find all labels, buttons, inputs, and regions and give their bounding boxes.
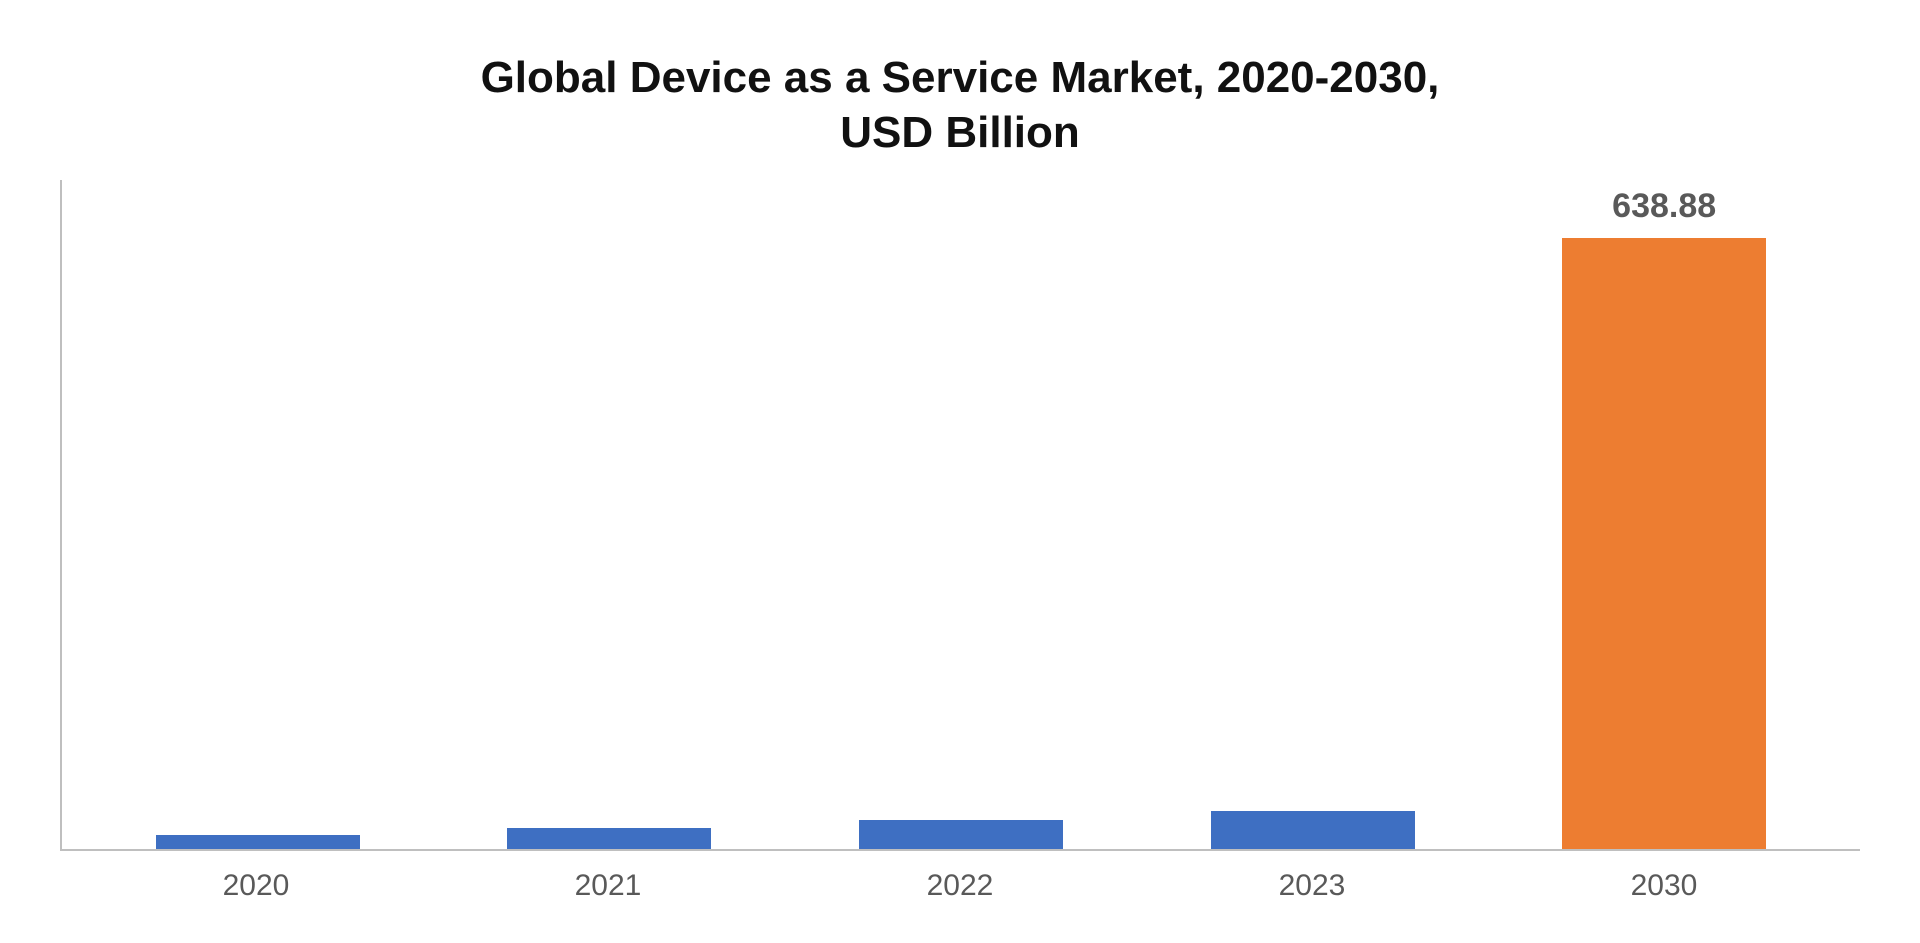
bar [1562, 238, 1766, 849]
bar-slot [785, 180, 1137, 849]
x-axis-label: 2023 [1136, 869, 1488, 903]
chart-title: Global Device as a Service Market, 2020-… [60, 50, 1860, 160]
x-axis: 20202021202220232030 [60, 851, 1860, 903]
bar-slot [1137, 180, 1489, 849]
x-axis-label: 2030 [1488, 869, 1840, 903]
bars-row: 638.88 [62, 180, 1860, 849]
x-axis-label: 2022 [784, 869, 1136, 903]
chart-title-line2: USD Billion [840, 108, 1080, 157]
bar-slot: 638.88 [1488, 180, 1840, 849]
bar-slot [82, 180, 434, 849]
plot-area: 638.88 [60, 180, 1860, 851]
bar [156, 835, 360, 849]
chart-container: Global Device as a Service Market, 2020-… [0, 0, 1920, 943]
bar-value-label: 638.88 [1612, 187, 1716, 226]
x-axis-label: 2021 [432, 869, 784, 903]
bar [1211, 811, 1415, 849]
x-axis-label: 2020 [80, 869, 432, 903]
bar [507, 828, 711, 849]
bar-slot [434, 180, 786, 849]
bar [859, 820, 1063, 849]
chart-title-line1: Global Device as a Service Market, 2020-… [481, 53, 1440, 102]
